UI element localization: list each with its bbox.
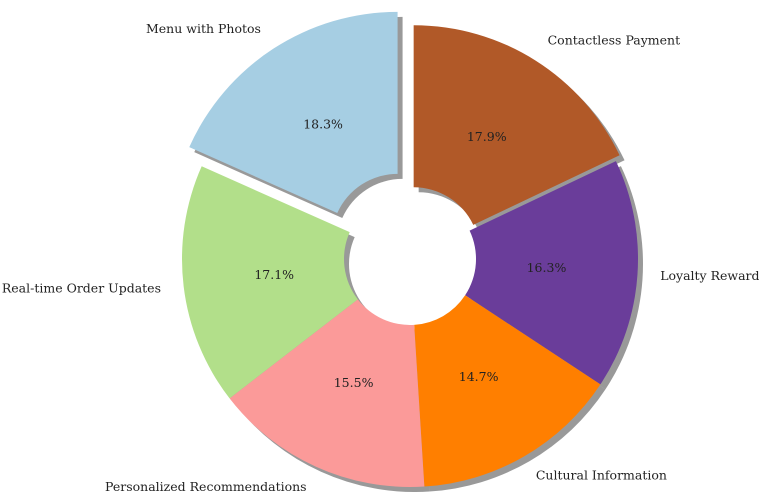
slice xyxy=(189,11,398,214)
slice xyxy=(465,161,638,385)
value-label: 18.3% xyxy=(303,117,343,132)
value-label: 17.1% xyxy=(254,267,294,282)
value-label: 15.5% xyxy=(334,375,374,390)
category-label: Real-time Order Updates xyxy=(2,280,161,295)
slice xyxy=(229,299,425,487)
slice xyxy=(413,25,620,225)
slice xyxy=(414,295,601,487)
category-label: Contactless Payment xyxy=(548,33,681,48)
category-label: Loyalty Rewards xyxy=(660,268,759,283)
category-label: Menu with Photos xyxy=(146,21,261,36)
value-label: 16.3% xyxy=(527,260,567,275)
category-label: Personalized Recommendations xyxy=(105,479,307,492)
slice xyxy=(182,166,358,399)
value-label: 14.7% xyxy=(459,369,499,384)
value-label: 17.9% xyxy=(467,129,507,144)
category-label: Cultural Information xyxy=(536,467,667,482)
